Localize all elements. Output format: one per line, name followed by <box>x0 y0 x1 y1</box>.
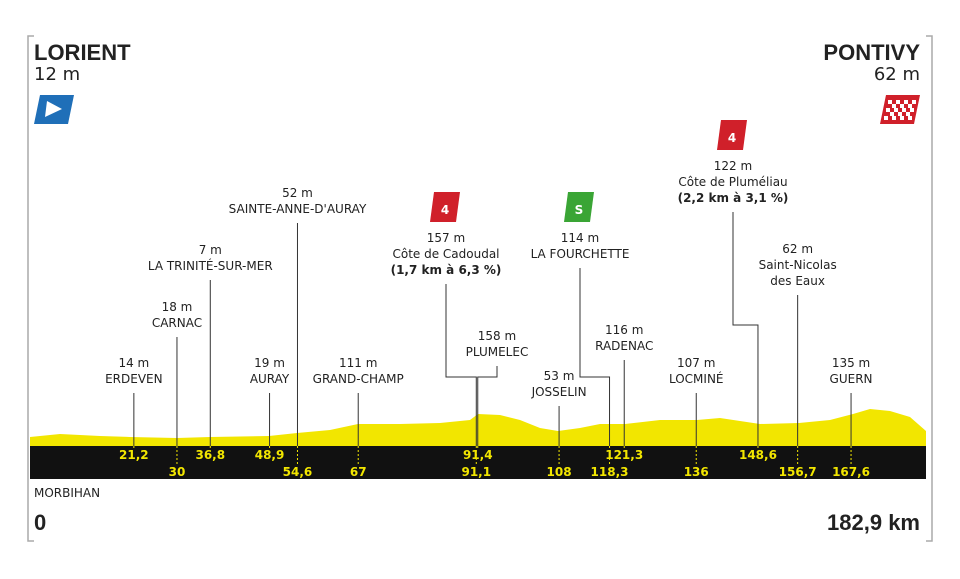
waypoint-line <box>732 212 759 446</box>
waypoint-altitude: 14 m <box>118 356 149 370</box>
km-label: 108 <box>547 465 572 479</box>
waypoint-name: des Eaux <box>770 274 825 288</box>
waypoint-altitude: 53 m <box>544 369 575 383</box>
start-name: LORIENT <box>34 40 131 65</box>
waypoint-altitude: 18 m <box>162 300 193 314</box>
waypoint-name: AURAY <box>250 372 290 386</box>
km-label: 91,4 <box>463 448 493 462</box>
waypoint-name: LA TRINITÉ-SUR-MER <box>148 258 273 273</box>
finish-altitude: 62 m <box>874 64 920 85</box>
km-label: 54,6 <box>283 465 313 479</box>
start-altitude: 12 m <box>34 64 80 85</box>
finish-flag <box>880 95 920 124</box>
waypoint-name: ERDEVEN <box>105 372 163 386</box>
waypoint-altitude: 157 m <box>427 231 465 245</box>
waypoint-name: LA FOURCHETTE <box>531 247 630 261</box>
km-label: 121,3 <box>605 448 643 462</box>
waypoint-name: JOSSELIN <box>531 385 587 399</box>
start-flag <box>34 95 74 124</box>
waypoint-altitude: 135 m <box>832 356 870 370</box>
km-label: 118,3 <box>591 465 629 479</box>
waypoint-altitude: 7 m <box>199 243 222 257</box>
sprint-badge <box>564 192 594 222</box>
km-label: 148,6 <box>739 448 777 462</box>
km-label: 30 <box>169 465 186 479</box>
waypoint-name: RADENAC <box>595 339 653 353</box>
waypoint-name: SAINTE-ANNE-D'AURAY <box>229 202 367 216</box>
waypoint-line <box>477 366 498 446</box>
waypoint-name: Côte de Pluméliau <box>678 175 787 189</box>
distance-band <box>30 446 926 479</box>
waypoint-altitude: 111 m <box>339 356 377 370</box>
waypoint-name: Saint-Nicolas <box>759 258 837 272</box>
climb-category: 4 <box>728 131 736 145</box>
km-label: 21,2 <box>119 448 149 462</box>
distance-end: 182,9 km <box>827 510 920 535</box>
waypoint-name: LOCMINÉ <box>669 371 724 386</box>
waypoint-name: CARNAC <box>152 316 202 330</box>
distance-start: 0 <box>34 510 46 535</box>
climb-badge <box>430 192 460 222</box>
km-label: 91,1 <box>461 465 491 479</box>
sprint-icon: S <box>575 203 584 217</box>
waypoint-altitude: 158 m <box>478 329 516 343</box>
km-label: 156,7 <box>779 465 817 479</box>
climb-detail: (2,2 km à 3,1 %) <box>678 191 789 205</box>
region: MORBIHAN <box>34 486 100 500</box>
finish-name: PONTIVY <box>823 40 920 65</box>
waypoint-altitude: 19 m <box>254 356 285 370</box>
waypoint-name: Côte de Cadoudal <box>392 247 499 261</box>
frame <box>27 35 933 542</box>
km-label: 48,9 <box>255 448 285 462</box>
waypoint-name: GUERN <box>830 372 873 386</box>
climb-category: 4 <box>441 203 449 217</box>
km-label: 136 <box>684 465 709 479</box>
km-label: 167,6 <box>832 465 870 479</box>
waypoint-line <box>445 284 477 446</box>
waypoint-altitude: 114 m <box>561 231 599 245</box>
km-label: 67 <box>350 465 367 479</box>
waypoint-name: PLUMELEC <box>466 345 529 359</box>
waypoint-altitude: 52 m <box>282 186 313 200</box>
waypoint-altitude: 107 m <box>677 356 715 370</box>
waypoint-line <box>579 268 611 446</box>
climb-detail: (1,7 km à 6,3 %) <box>391 263 502 277</box>
waypoints: 14 m ERDEVEN 21,2 18 m CARNAC 30 7 mLA TRINITÉ… <box>105 120 873 479</box>
waypoint-altitude: 62 m <box>782 242 813 256</box>
waypoint-altitude: 116 m <box>605 323 643 337</box>
climb-badge <box>717 120 747 150</box>
km-label: 36,8 <box>195 448 225 462</box>
waypoint-name: GRAND-CHAMP <box>313 372 404 386</box>
waypoint-altitude: 122 m <box>714 159 752 173</box>
